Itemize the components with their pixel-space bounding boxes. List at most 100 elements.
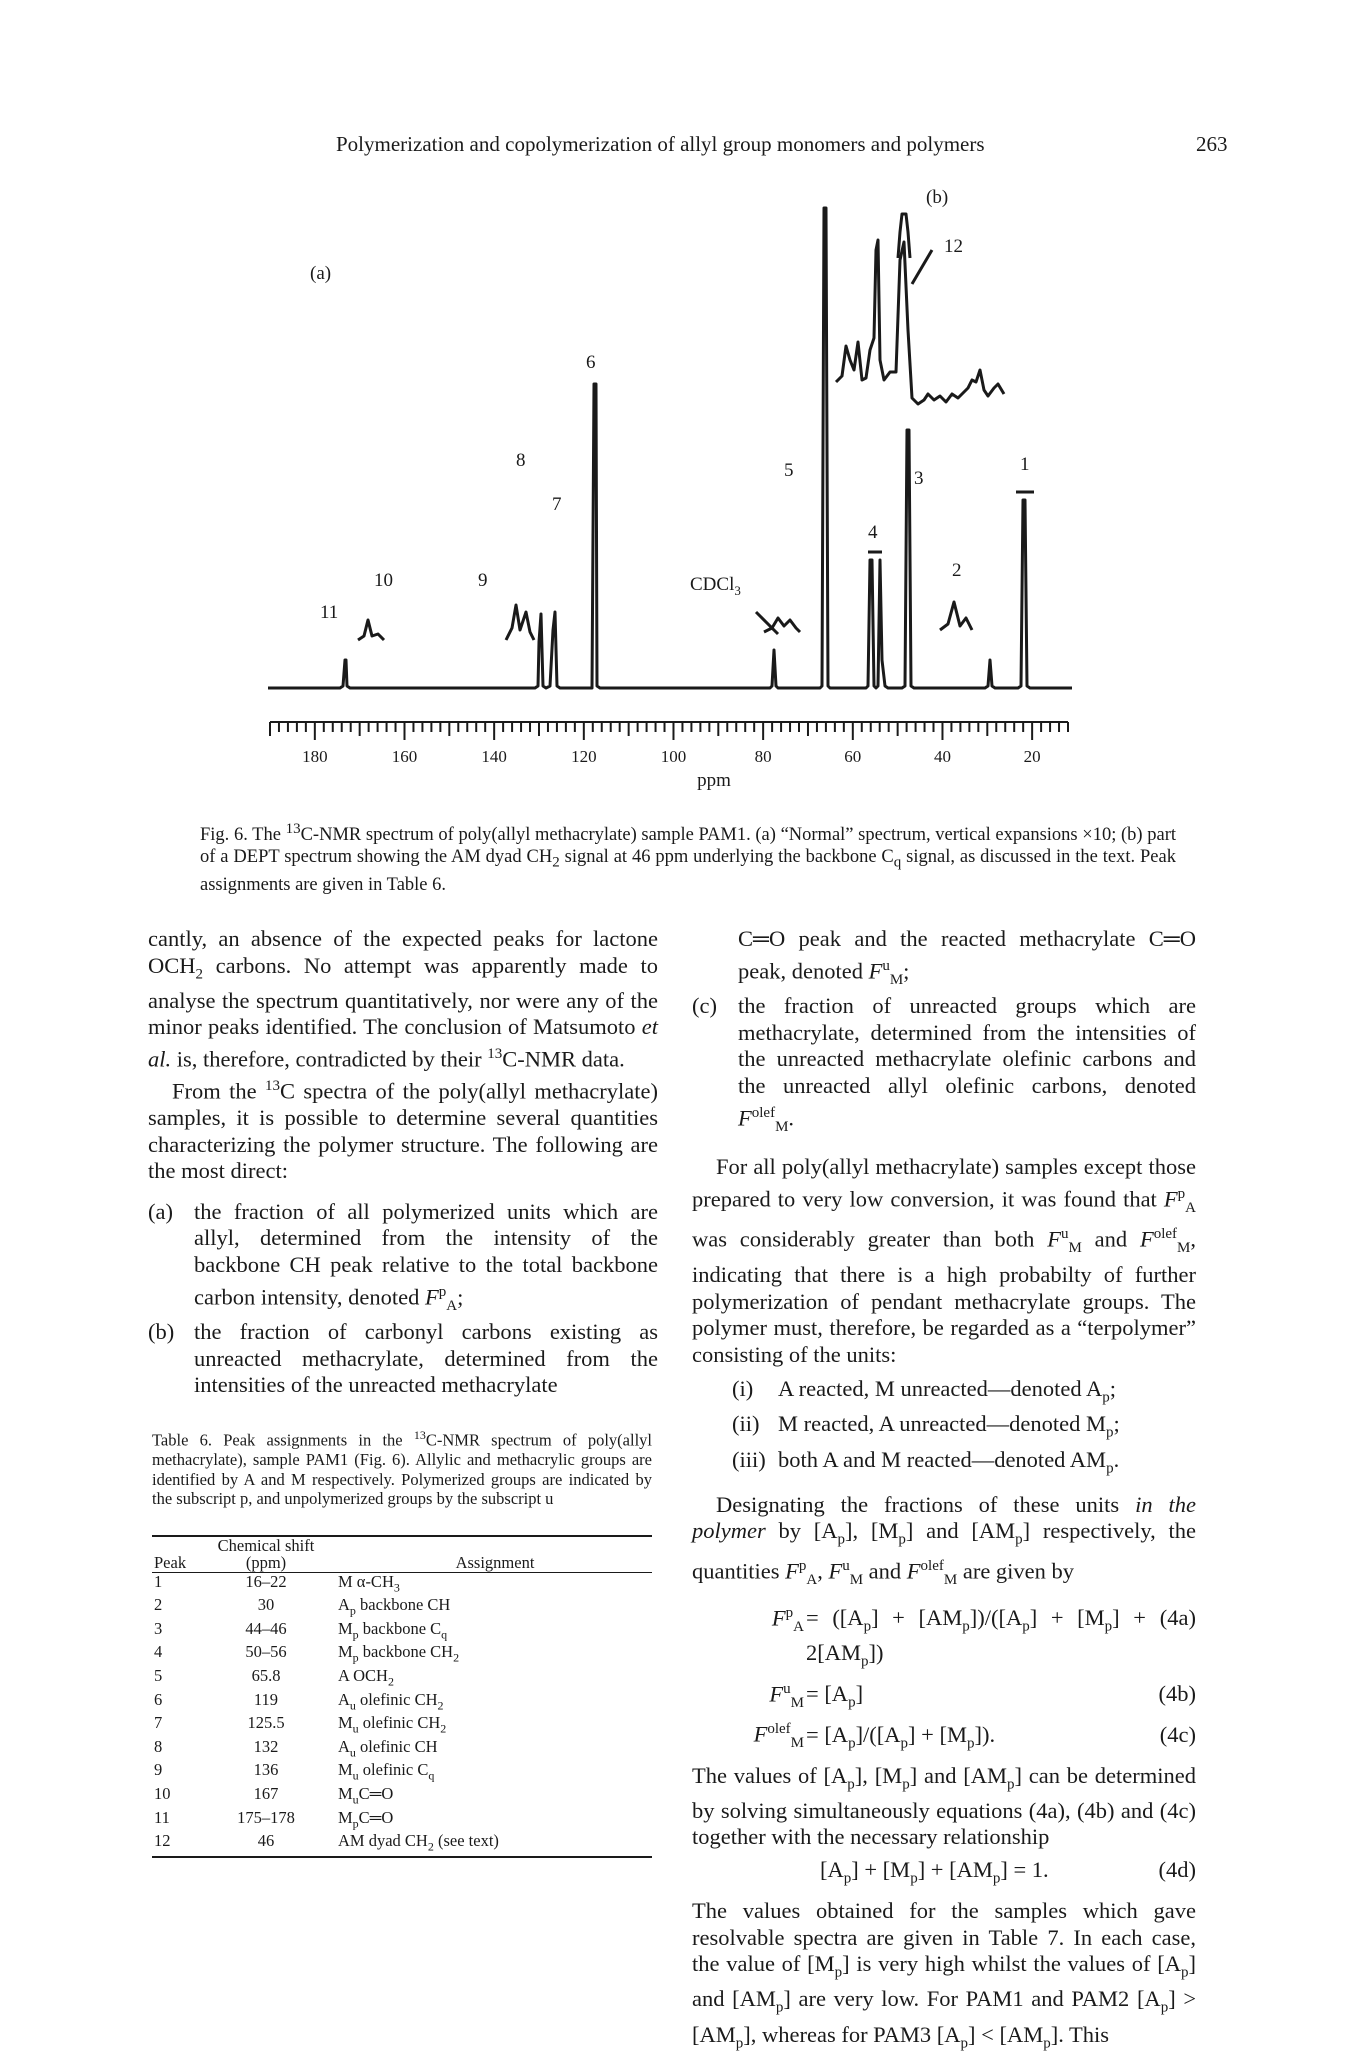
peak-label-6: 6 (586, 352, 596, 373)
table-row: 5 65.8 A OCH2 (152, 1667, 652, 1691)
unit-i: (i) A reacted, M unreacted—denoted Ap; (732, 1376, 1117, 1406)
right-column: C═O peak and the reacted methacrylate C═… (692, 926, 1196, 2057)
axis-tick-label: 40 (934, 747, 951, 766)
axis-tick-label: 160 (392, 747, 418, 766)
list-item-c: (c) the fraction of unreacted groups whi… (692, 993, 1196, 1135)
table-row: 11 175–178 MpC═O (152, 1807, 652, 1833)
page-number: 263 (1196, 132, 1228, 156)
axis-tick-label: 120 (571, 747, 597, 766)
cell-shift: 50–56 (245, 1642, 287, 1662)
list-item-b: (b) the fraction of carbonyl carbons exi… (148, 1319, 658, 1398)
dept-spectrum-b (834, 238, 1006, 406)
unit-ii: (ii) M reacted, A unreacted—denoted Mp; (732, 1411, 1120, 1441)
cell-assignment: Mu olefinic Cq (338, 1760, 435, 1783)
cdcl3-pointer (754, 610, 780, 636)
cell-shift: 65.8 (251, 1665, 281, 1685)
table-row: 3 44–46 Mp backbone Cq (152, 1620, 652, 1644)
table-row: 6 119 Au olefinic CH2 (152, 1689, 652, 1715)
axis-tick-label: 140 (481, 747, 507, 766)
peak-label-9: 9 (478, 570, 488, 591)
cell-shift: 30 (257, 1595, 275, 1615)
peak-label-4: 4 (868, 522, 878, 543)
peak-label-1: 1 (1020, 454, 1030, 475)
cell-shift: 16–22 (206, 1571, 326, 1597)
paragraph: The values obtained for the samples whic… (692, 1898, 1197, 2051)
cell-peak: 11 (154, 1807, 170, 1827)
cell-assignment: MpC═O (338, 1807, 394, 1830)
table-row: 12 46 AM dyad CH2 (see text) (152, 1832, 652, 1858)
axis-tick-label: 60 (844, 747, 861, 766)
paragraph: Designating the fractions of these units… (692, 1491, 1197, 1589)
peak-label-8: 8 (516, 450, 526, 471)
table-row: 9 136 Mu olefinic Cq (152, 1761, 652, 1785)
cell-shift: 136 (253, 1760, 279, 1780)
axis-tick-label: 100 (661, 747, 687, 766)
equation-4d: [Ap] + [Mp] + [AMp] = 1. (4d) (820, 1857, 1196, 1887)
cell-assignment: Mu olefinic CH2 (338, 1713, 447, 1736)
cell-peak: 3 (154, 1618, 163, 1638)
axis-tick-label: 20 (1024, 747, 1041, 766)
table-caption: Table 6. Peak assignments in the 13C-NMR… (152, 1428, 652, 1508)
cell-shift: 125.5 (247, 1713, 285, 1733)
solvent-label: CDCl3 (690, 574, 741, 598)
table-row: 4 50–56 Mp backbone CH2 (152, 1643, 652, 1667)
peak-label-2: 2 (952, 560, 962, 581)
cell-peak: 9 (154, 1760, 163, 1780)
cell-assignment: Au olefinic CH (338, 1736, 438, 1760)
peak-label-12: 12 (944, 236, 963, 257)
cell-assignment: Ap backbone CH (338, 1595, 451, 1618)
cell-peak: 10 (154, 1783, 171, 1803)
cell-shift: 119 (253, 1689, 279, 1709)
peak-label-5: 5 (784, 460, 794, 481)
figure-caption: Fig. 6. The 13C-NMR spectrum of poly(all… (200, 821, 1176, 895)
cell-peak: 2 (154, 1595, 163, 1615)
axis-minor-ticks (269, 722, 1069, 740)
table-row: 1 16–22 M α-CH3 (152, 1571, 652, 1597)
axis-tick-label: 80 (755, 747, 772, 766)
cell-peak: 12 (152, 1832, 206, 1858)
cell-peak: 8 (154, 1736, 163, 1756)
table-row: 8 132 Au olefinic CH (152, 1738, 652, 1762)
cell-peak: 4 (154, 1642, 163, 1662)
cell-peak: 5 (154, 1665, 163, 1685)
peak-label-3: 3 (914, 468, 924, 489)
peak-label-10: 10 (374, 570, 393, 591)
paragraph: From the 13C spectra of the poly(allyl m… (148, 1077, 658, 1184)
panel-a-label: (a) (310, 263, 331, 284)
axis-label-ppm: ppm (697, 770, 731, 791)
cell-peak: 7 (154, 1713, 163, 1733)
equation-4a: FpA = ([Ap] + [AMp])/([Ap] + [Mp] + 2[AM… (771, 1604, 1196, 1670)
cell-peak: 6 (154, 1689, 163, 1709)
cell-peak: 1 (152, 1571, 206, 1597)
list-item-b-continued: C═O peak and the reacted methacrylate C═… (738, 926, 1196, 988)
table-row: 7 125.5 Mu olefinic CH2 (152, 1714, 652, 1738)
nmr-spectrum-figure: (a) (b) 12 6 8 7 5 3 1 4 2 10 9 11 CDCl3… (268, 187, 1072, 791)
cell-shift: 44–46 (245, 1618, 287, 1638)
equation-4c: FolefM = [Ap]/([Ap] + [Mp]). (4c) (753, 1721, 1196, 1752)
cell-assignment: MuC═O (338, 1783, 394, 1807)
cell-assignment: Mp backbone Cq (338, 1618, 448, 1642)
axis-tick-label: 180 (302, 747, 328, 766)
peak-label-11: 11 (320, 602, 338, 623)
cell-assignment: Mp backbone CH2 (338, 1642, 460, 1665)
cell-shift: 167 (253, 1783, 279, 1803)
paragraph: The values of [Ap], [Mp] and [AMp] can b… (692, 1762, 1196, 1850)
cell-assignment: A OCH2 (338, 1665, 394, 1689)
dept-spectrum-b-peak (896, 212, 912, 259)
spectrum-trace (268, 206, 1072, 690)
cell-assignment: M α-CH3 (326, 1571, 652, 1597)
cell-shift: 175–178 (237, 1807, 295, 1827)
equation-4b: FuM = [Ap] (4b) (769, 1680, 1196, 1711)
cell-shift: 132 (253, 1736, 279, 1756)
panel-b-label: (b) (926, 187, 948, 208)
table-row: 2 30 Ap backbone CH (152, 1596, 652, 1620)
paragraph: cantly, an absence of the expected peaks… (148, 926, 658, 1072)
inset-peak-9-7 (504, 603, 536, 641)
inset-peak-11-10 (357, 618, 386, 642)
inset-peak-2 (939, 600, 974, 632)
table-row: 10 167 MuC═O (152, 1785, 652, 1809)
cell-assignment: AM dyad CH2 (see text) (326, 1832, 652, 1858)
list-item-a: (a) the fraction of all polymerized unit… (148, 1198, 658, 1314)
peak-12-pointer (910, 249, 934, 285)
left-column: cantly, an absence of the expected peaks… (148, 926, 658, 1399)
